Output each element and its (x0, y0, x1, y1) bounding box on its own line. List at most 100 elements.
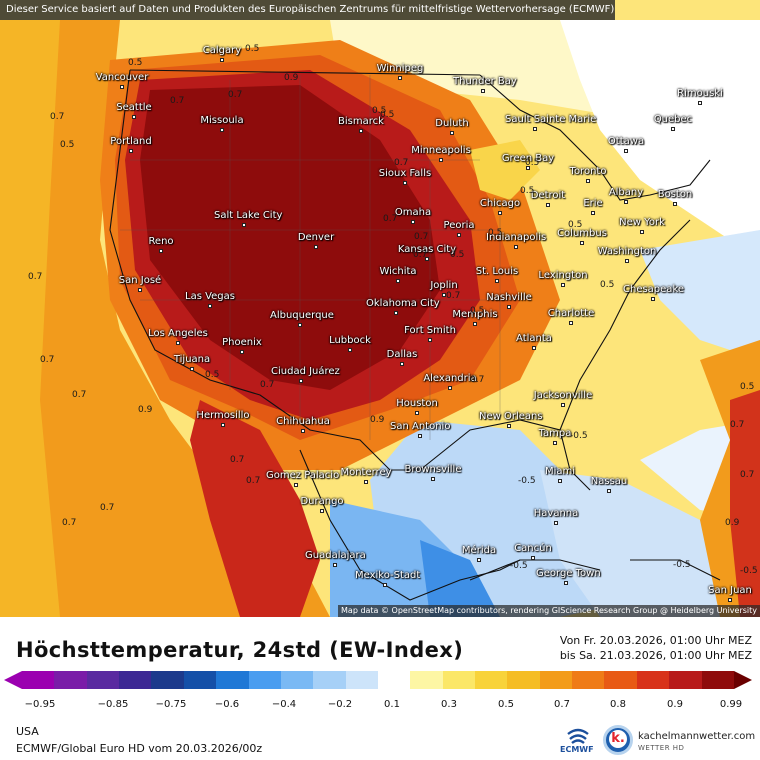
city-label[interactable]: Denver (286, 232, 346, 249)
city-marker-icon (651, 297, 655, 301)
city-marker-icon (129, 149, 133, 153)
city-marker-icon (333, 563, 337, 567)
city-label[interactable]: Omaha (383, 207, 443, 224)
city-label[interactable]: Sault Sainte Marie (505, 114, 596, 131)
city-label[interactable]: Houston (387, 398, 447, 415)
city-label[interactable]: Vancouver (92, 72, 152, 89)
isoline-value: 0.5 (205, 370, 220, 380)
city-label[interactable]: Columbus (552, 228, 612, 245)
forecast-map[interactable]: Dieser Service basiert auf Daten und Pro… (0, 0, 760, 617)
isoline-value: -0.5 (673, 560, 691, 570)
city-label[interactable]: Jacksonville (533, 390, 593, 407)
city-label[interactable]: Ciudad Juárez (271, 366, 340, 383)
city-label[interactable]: Albany (596, 187, 656, 204)
city-label[interactable]: Winnipeg (370, 63, 430, 80)
city-label[interactable]: Detroit (518, 190, 578, 207)
city-label[interactable]: Minneapolis (411, 145, 471, 162)
city-label[interactable]: Brownsville (403, 464, 463, 481)
city-marker-icon (448, 386, 452, 390)
city-label[interactable]: Durango (292, 496, 352, 513)
city-label[interactable]: San Juan (700, 585, 760, 602)
city-label[interactable]: Boston (645, 189, 705, 206)
city-label[interactable]: Dallas (372, 349, 432, 366)
city-label[interactable]: St. Louis (467, 266, 527, 283)
city-label[interactable]: Cancún (503, 543, 563, 560)
city-label[interactable]: Charlotte (541, 308, 601, 325)
city-marker-icon (425, 257, 429, 261)
isoline-value: -0.5 (518, 476, 536, 486)
kachelmann-logo-icon[interactable]: k. (603, 725, 633, 755)
city-label[interactable]: New York (612, 217, 672, 234)
city-label[interactable]: Tampa (525, 428, 585, 445)
scale-swatch (669, 671, 702, 689)
isoline-value: 0.5 (488, 228, 503, 238)
city-label[interactable]: Miami (530, 466, 590, 483)
city-label[interactable]: Peoria (429, 220, 489, 237)
city-label[interactable]: San José (110, 275, 170, 292)
city-label[interactable]: Lubbock (320, 335, 380, 352)
isoline-value: 0.5 (245, 44, 260, 54)
city-label[interactable]: Duluth (422, 118, 482, 135)
isoline-value: 0.7 (50, 112, 65, 122)
city-label[interactable]: Bismarck (331, 116, 391, 133)
city-label[interactable]: Missoula (192, 115, 252, 132)
city-label[interactable]: Kansas City (397, 244, 457, 261)
city-label[interactable]: Alexandria (420, 373, 480, 390)
city-label[interactable]: Mérida (449, 545, 509, 562)
city-label[interactable]: New Orleans (479, 411, 543, 428)
city-label[interactable]: Tijuana (162, 354, 222, 371)
city-label[interactable]: George Town (536, 568, 601, 585)
city-label[interactable]: Calgary (192, 45, 252, 62)
city-label[interactable]: Erie (563, 198, 623, 215)
city-label[interactable]: Sioux Falls (375, 168, 435, 185)
city-label[interactable]: Salt Lake City (214, 210, 282, 227)
city-label[interactable]: Lexington (533, 270, 593, 287)
city-label[interactable]: Monterrey (336, 467, 396, 484)
city-marker-icon (526, 166, 530, 170)
city-label[interactable]: Los Angeles (148, 328, 208, 345)
city-label[interactable]: Havanna (526, 508, 586, 525)
scale-tick-label: −0.6 (214, 699, 240, 710)
city-label[interactable]: Memphis (445, 309, 505, 326)
isoline-value: 0.5 (525, 158, 540, 168)
city-label[interactable]: Chicago (470, 198, 530, 215)
city-label[interactable]: Oklahoma City (366, 298, 440, 315)
city-label[interactable]: Toronto (558, 166, 618, 183)
city-marker-icon (698, 101, 702, 105)
scale-swatch (54, 671, 87, 689)
city-label[interactable]: Phoenix (212, 337, 272, 354)
city-label[interactable]: Quebec (643, 114, 703, 131)
city-label[interactable]: Guadalajara (305, 550, 366, 567)
city-label[interactable]: Ottawa (596, 136, 656, 153)
city-label[interactable]: San Antonio (390, 421, 450, 438)
city-marker-icon (561, 403, 565, 407)
city-label[interactable]: Atlanta (504, 333, 564, 350)
city-label[interactable]: Green Bay (498, 153, 558, 170)
kachelmann-link[interactable]: kachelmannwetter.com (638, 731, 756, 742)
city-label[interactable]: Rimouski (670, 88, 730, 105)
city-label[interactable]: Washington (597, 246, 657, 263)
city-marker-icon (507, 424, 511, 428)
city-marker-icon (208, 304, 212, 308)
city-label[interactable]: Las Vegas (180, 291, 240, 308)
city-label[interactable]: Nassau (579, 476, 639, 493)
city-label[interactable]: Chesapeake (623, 284, 684, 301)
city-label[interactable]: Fort Smith (400, 325, 460, 342)
city-label[interactable]: Wichita (368, 266, 428, 283)
city-label[interactable]: Portland (101, 136, 161, 153)
city-label[interactable]: Gomez Palacio (266, 470, 339, 487)
city-label[interactable]: Chihuahua (273, 416, 333, 433)
city-marker-icon (299, 379, 303, 383)
city-label[interactable]: Nashville (479, 292, 539, 309)
city-label[interactable]: Reno (131, 236, 191, 253)
city-label[interactable]: Seattle (104, 102, 164, 119)
city-label[interactable]: Mexiko-Stadt (355, 570, 420, 587)
city-marker-icon (221, 423, 225, 427)
city-label[interactable]: Hermosillo (193, 410, 253, 427)
city-label[interactable]: Indianapolis (486, 232, 546, 249)
city-label[interactable]: Albuquerque (270, 310, 334, 327)
city-label[interactable]: Thunder Bay (453, 76, 517, 93)
city-label[interactable]: Joplin (414, 280, 474, 297)
scale-swatch (119, 671, 152, 689)
scale-tick-label: 0.8 (610, 699, 626, 710)
